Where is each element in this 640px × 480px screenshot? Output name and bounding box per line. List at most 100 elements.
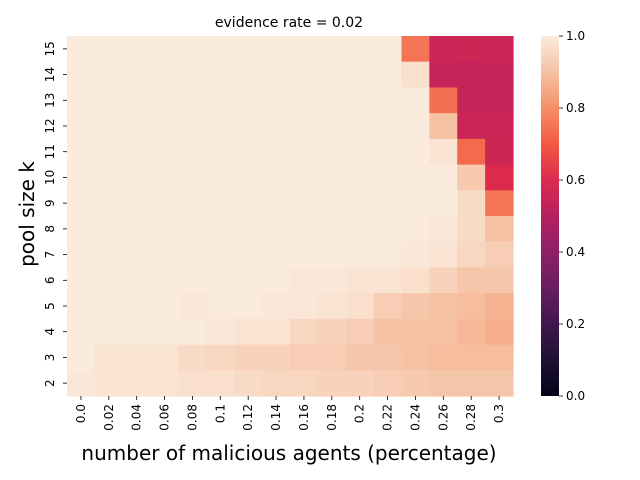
heatmap-cell <box>485 216 514 243</box>
heatmap-cell <box>429 318 458 346</box>
heatmap-cell <box>317 344 347 371</box>
x-tick-label: 0.1 <box>213 404 227 423</box>
heatmap-cell <box>234 344 263 371</box>
heatmap-cell <box>150 113 180 140</box>
heatmap-cell <box>94 318 124 346</box>
heatmap-cell <box>401 293 430 320</box>
heatmap-cell <box>67 138 96 166</box>
heatmap-cell <box>178 36 207 63</box>
heatmap-cell <box>401 87 430 114</box>
heatmap-cell <box>373 138 403 166</box>
x-tick-label: 0.08 <box>185 404 199 431</box>
heatmap-cell <box>429 113 458 140</box>
heatmap-cell <box>457 190 486 217</box>
heatmap-cell <box>150 293 180 320</box>
heatmap-cell <box>345 138 375 166</box>
heatmap-cell <box>401 216 430 243</box>
heatmap-cell <box>317 293 347 320</box>
heatmap-cell <box>401 267 430 294</box>
y-tick-label: 5 <box>43 302 57 310</box>
heatmap-cell <box>401 241 430 269</box>
heatmap-cell <box>290 293 319 320</box>
heatmap-cell <box>457 113 486 140</box>
y-tick-label: 14 <box>43 67 57 82</box>
heatmap-cell <box>485 113 514 140</box>
y-tick-label: 7 <box>43 251 57 259</box>
heatmap-cell <box>457 344 486 371</box>
heatmap-cell <box>122 113 152 140</box>
heatmap-cell <box>94 36 124 63</box>
heatmap-cell <box>290 344 319 371</box>
heatmap-cell <box>234 267 263 294</box>
y-tick-label: 10 <box>43 170 57 185</box>
heatmap-cell <box>345 267 375 294</box>
heatmap-cell <box>94 241 124 269</box>
heatmap-cell <box>401 370 430 397</box>
colorbar-ticks: 0.0 0.2 0.4 0.6 0.8 1.0 <box>559 29 585 403</box>
heatmap-cell <box>485 164 514 191</box>
heatmap-cell <box>345 164 375 191</box>
heatmap-cell <box>317 164 347 191</box>
y-tick-label: 4 <box>43 328 57 336</box>
colorbar-tick-label: 0.8 <box>566 101 585 115</box>
heatmap-cell <box>234 293 263 320</box>
heatmap-cell <box>206 241 235 269</box>
heatmap-cell <box>485 138 514 166</box>
heatmap-cell <box>290 370 319 397</box>
x-tick-label: 0.24 <box>408 404 422 431</box>
heatmap-cell <box>67 36 96 63</box>
heatmap-cell <box>262 344 291 371</box>
heatmap-cell <box>373 267 403 294</box>
heatmap-cell <box>178 267 207 294</box>
heatmap-cell <box>206 138 235 166</box>
heatmap-cell <box>373 190 403 217</box>
heatmap-cell <box>262 164 291 191</box>
x-tick-label: 0.22 <box>381 404 395 431</box>
heatmap-cell <box>485 370 514 397</box>
heatmap-cell <box>485 267 514 294</box>
heatmap-cell <box>178 293 207 320</box>
heatmap-cell <box>457 138 486 166</box>
heatmap-cell <box>345 216 375 243</box>
heatmap-cell <box>345 190 375 217</box>
heatmap-cell <box>290 190 319 217</box>
heatmap-cell <box>178 216 207 243</box>
y-tick-label: 3 <box>43 354 57 362</box>
heatmap-cell <box>67 87 96 114</box>
heatmap-cell <box>234 61 263 89</box>
heatmap-cell <box>234 216 263 243</box>
heatmap-cell <box>373 241 403 269</box>
heatmap-cell <box>401 164 430 191</box>
heatmap-cell <box>178 87 207 114</box>
x-tick-label: 0.28 <box>464 404 478 431</box>
heatmap-cell <box>317 87 347 114</box>
heatmap-cell <box>429 164 458 191</box>
heatmap-cell <box>122 370 152 397</box>
heatmap-cell <box>457 370 486 397</box>
heatmap-cell <box>122 164 152 191</box>
heatmap-cell <box>317 267 347 294</box>
heatmap-cell <box>206 344 235 371</box>
heatmap-cell <box>262 190 291 217</box>
y-tick-label: 8 <box>43 225 57 233</box>
heatmap-cell <box>401 138 430 166</box>
heatmap-cell <box>206 87 235 114</box>
heatmap-cell <box>290 138 319 166</box>
heatmap-cell <box>150 138 180 166</box>
heatmap-cell <box>206 164 235 191</box>
heatmap-cell <box>94 138 124 166</box>
heatmap-cell <box>345 293 375 320</box>
heatmap-cell <box>67 344 96 371</box>
heatmap-cell <box>122 61 152 89</box>
heatmap-cell <box>206 190 235 217</box>
heatmap-cell <box>317 318 347 346</box>
heatmap-cell <box>262 216 291 243</box>
heatmap-cell <box>429 138 458 166</box>
heatmap-cell <box>262 138 291 166</box>
heatmap-cell <box>150 87 180 114</box>
heatmap-cell <box>345 318 375 346</box>
heatmap-cell <box>290 61 319 89</box>
heatmap-cell <box>373 61 403 89</box>
heatmap-cell <box>178 113 207 140</box>
